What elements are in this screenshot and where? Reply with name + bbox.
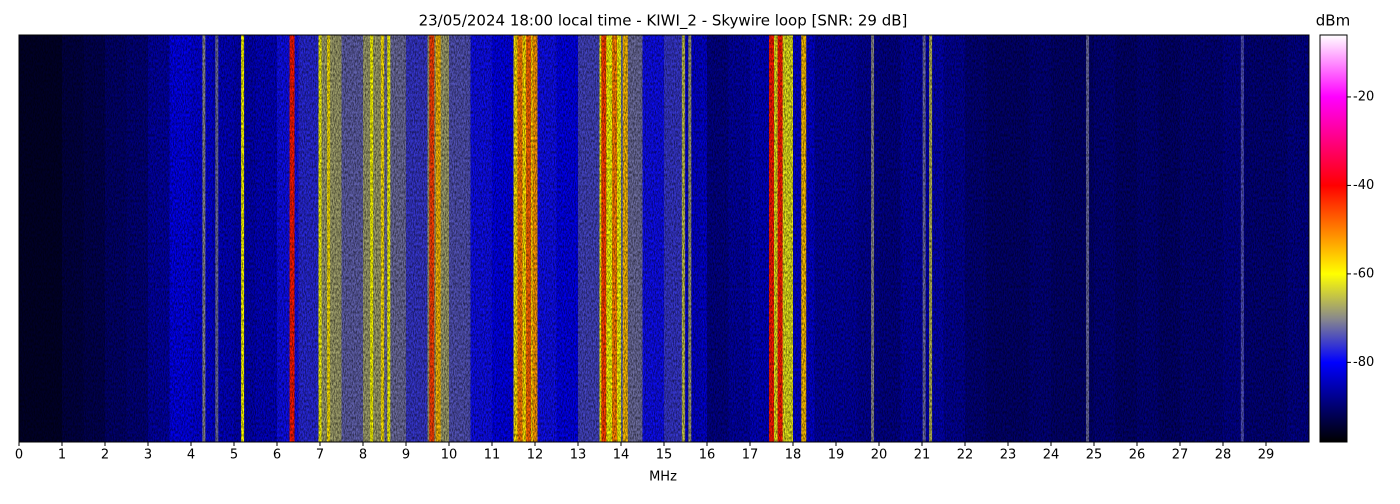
colorbar-tick-label: -60 (1353, 266, 1374, 281)
x-tick-label: 21 (914, 448, 931, 463)
x-tick-label: 25 (1086, 448, 1103, 463)
x-tick-label: 29 (1258, 448, 1275, 463)
x-tick-label: 16 (699, 448, 716, 463)
x-tick-label: 27 (1172, 448, 1189, 463)
colorbar-tick-label: -20 (1353, 89, 1374, 104)
x-tick-label: 5 (230, 448, 238, 463)
x-tick-label: 17 (742, 448, 759, 463)
x-tick-label: 7 (316, 448, 324, 463)
x-tick-label: 10 (441, 448, 458, 463)
x-tick-label: 28 (1215, 448, 1232, 463)
x-tick-label: 4 (187, 448, 195, 463)
chart-title: 23/05/2024 18:00 local time - KIWI_2 - S… (419, 12, 908, 31)
plot-area (18, 34, 1310, 443)
x-tick-label: 8 (359, 448, 367, 463)
x-tick-label: 26 (1129, 448, 1146, 463)
x-tick-label: 9 (402, 448, 410, 463)
x-axis-label: MHz (649, 470, 677, 485)
x-tick-label: 13 (570, 448, 587, 463)
x-tick-label: 0 (15, 448, 23, 463)
x-tick-label: 19 (828, 448, 845, 463)
x-tick-label: 24 (1043, 448, 1060, 463)
x-tick-label: 15 (656, 448, 673, 463)
x-tick-label: 18 (785, 448, 802, 463)
x-tick-label: 3 (144, 448, 152, 463)
colorbar-tick-label: -40 (1353, 178, 1374, 193)
x-tick-label: 23 (1000, 448, 1017, 463)
x-tick-label: 12 (527, 448, 544, 463)
colorbar-tick-label: -80 (1353, 355, 1374, 370)
noise-texture (19, 35, 1309, 442)
colorbar-label: dBm (1316, 12, 1350, 30)
x-tick-label: 22 (957, 448, 974, 463)
x-tick-label: 6 (273, 448, 281, 463)
x-tick-label: 2 (101, 448, 109, 463)
colorbar (1319, 34, 1348, 443)
x-tick-label: 11 (484, 448, 501, 463)
x-tick-label: 14 (613, 448, 630, 463)
x-tick-label: 1 (58, 448, 66, 463)
x-tick-label: 20 (871, 448, 888, 463)
